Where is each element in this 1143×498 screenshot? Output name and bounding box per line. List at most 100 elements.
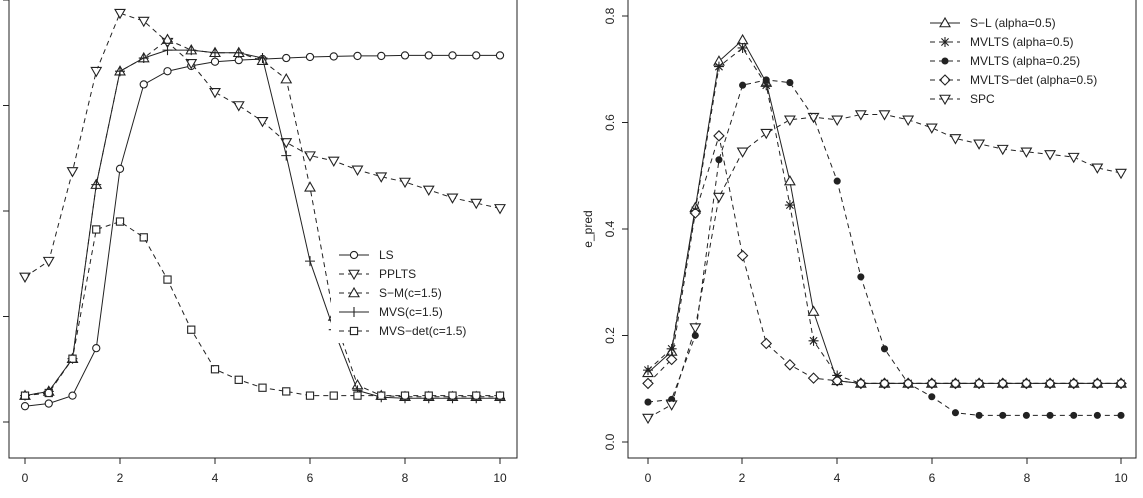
marker-knockout [425,52,432,59]
data-point [258,383,267,392]
data-point [304,181,316,192]
data-point [20,402,30,411]
data-point [68,354,77,363]
data-point [996,377,1009,390]
marker-knockout [188,326,195,333]
data-point [1093,411,1101,419]
data-point [162,45,173,56]
data-point [114,8,126,20]
data-point [713,61,724,72]
data-point [115,164,125,173]
data-point [424,391,433,400]
data-point [353,51,362,61]
data-point [399,177,411,189]
marker-knockout [116,165,124,172]
data-point [281,150,292,161]
data-point [973,139,986,150]
series-2 [19,33,506,401]
data-point [783,115,796,126]
marker-knockout [496,392,504,399]
legend-entry: MVS(c=1.5) [339,305,443,319]
marker-knockout [93,344,100,352]
marker-knockout [999,380,1006,387]
legend-label: PPLTS [379,267,416,281]
data-point [92,225,101,234]
data-point [808,335,819,346]
x-tick-label: 4 [212,471,219,485]
data-point [115,66,125,77]
marker-knockout [235,56,242,64]
data-point [1046,411,1054,419]
data-point [20,391,30,400]
x-tick-label: 6 [929,471,936,485]
data-point [689,207,702,219]
data-point [282,387,291,396]
marker-knockout [116,218,124,225]
data-point [448,51,457,60]
legend-label: S−M(c=1.5) [379,286,442,300]
data-point [375,172,388,183]
marker-knockout [164,68,171,75]
data-point [90,66,103,78]
y-tick-label: 0.0 [603,433,617,450]
marker-knockout [904,380,912,387]
marker-knockout [330,53,337,60]
marker-knockout [668,356,675,363]
marker-knockout [259,384,266,391]
data-point [495,391,505,400]
marker-knockout [449,392,456,399]
data-point [784,359,796,371]
data-point [902,377,914,390]
data-point [666,343,677,354]
data-point [472,391,481,400]
legend-marker [939,74,951,86]
data-point [715,156,723,164]
marker-knockout [857,380,865,387]
marker-knockout [644,380,652,387]
x-tick-label: 6 [307,471,314,485]
data-point [1020,377,1033,390]
data-point [256,54,269,65]
data-point [187,325,196,334]
data-point [377,391,386,400]
data-point [928,393,936,401]
data-point [282,53,291,63]
data-point [44,388,53,398]
legend-label: MVS−det(c=1.5) [379,324,466,338]
marker-knockout [21,402,29,410]
legend: LS PPLTS S−M(c=1.5) MVS(c=1.5) MVS−det(c=1.5… [331,243,491,343]
data-point [494,204,506,215]
data-point [739,81,747,89]
data-point [880,345,889,353]
data-point [784,200,795,211]
left-chart-panel: 0 2 4 6 8 10 LS PPLTS S−M(c=1.5) MVS(c=1.5) MVS−de… [3,0,518,485]
data-point [210,365,220,374]
data-point [139,80,148,89]
data-point [92,343,101,353]
data-point [807,112,820,124]
marker-knockout [140,234,147,241]
marker-knockout [330,392,337,399]
data-point [1091,377,1104,390]
marker-knockout [763,340,770,347]
data-point [1044,377,1056,390]
x-tick-label: 2 [117,471,124,485]
legend-marker [348,286,360,298]
marker-knockout [164,276,171,283]
legend-entry: MVLTS (alpha=0.5) [930,35,1074,49]
legend-entry: PPLTS [339,267,416,281]
marker-knockout [881,380,888,387]
data-point [689,323,702,334]
data-point [831,115,844,126]
data-point [470,198,483,210]
legend-label: MVLTS (alpha=0.25) [970,54,1080,68]
data-point [902,115,915,126]
data-point [232,101,245,112]
legend-marker [349,307,359,317]
data-point [1115,377,1127,390]
legend-entry: MVLTS (alpha=0.25) [930,54,1080,68]
data-point [495,51,505,60]
series-4 [20,217,505,400]
data-point [163,275,172,284]
data-point [42,256,55,268]
